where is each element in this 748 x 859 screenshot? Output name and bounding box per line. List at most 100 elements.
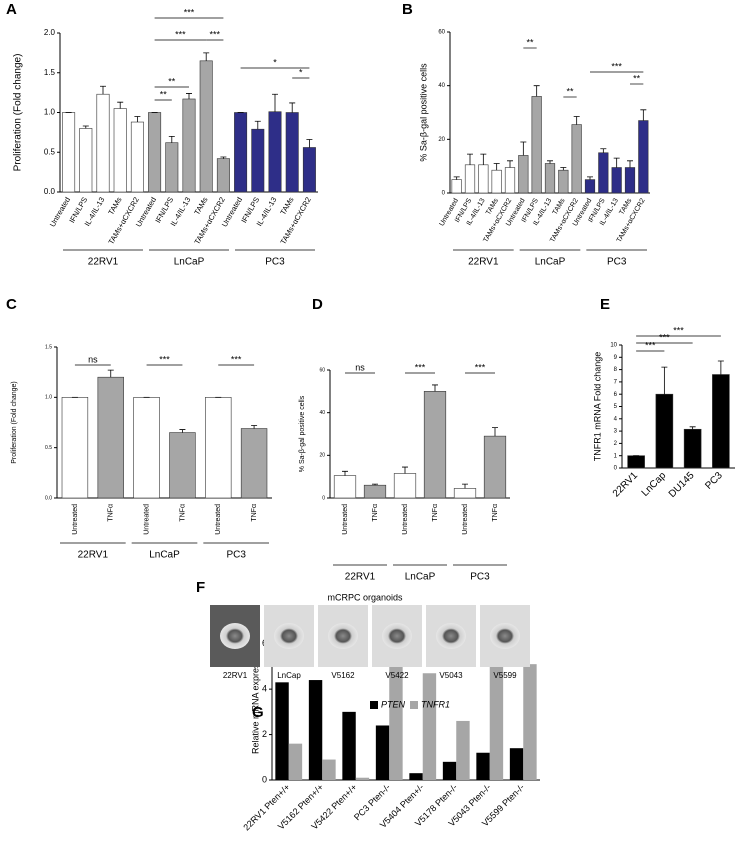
y-tick-label: 0.5 <box>44 147 56 156</box>
panel-label: B <box>402 1 413 18</box>
x-tick-label: Untreated <box>215 504 222 535</box>
y-tick-label: 0 <box>442 191 446 197</box>
bar <box>302 147 316 193</box>
bar <box>251 128 265 193</box>
error-bar <box>432 384 438 392</box>
bar <box>375 725 390 780</box>
bar <box>234 112 248 193</box>
bar <box>584 179 596 194</box>
error-bar <box>533 85 540 97</box>
error-bar <box>560 167 567 171</box>
error-bar <box>179 429 186 433</box>
error-bar <box>203 52 210 61</box>
error-bar <box>462 483 468 489</box>
bar <box>169 432 196 499</box>
error-bar <box>289 102 296 113</box>
x-tick-label: Untreated <box>72 504 79 535</box>
legend-swatch <box>370 701 378 709</box>
significance-label: ns <box>88 354 98 364</box>
significance-label: * <box>299 67 303 77</box>
x-tick-label: Untreated <box>462 504 469 535</box>
bar <box>638 120 649 194</box>
error-bar <box>306 139 313 148</box>
group-label: 22RV1 <box>345 572 376 583</box>
y-tick-label: 4 <box>262 684 267 694</box>
bar <box>216 158 230 193</box>
bar <box>478 164 489 194</box>
significance-label: *** <box>184 7 195 17</box>
significance-label: *** <box>673 325 684 335</box>
error-bar <box>107 369 114 378</box>
organoid <box>274 623 304 649</box>
group-label: LnCaP <box>405 572 436 583</box>
error-bar <box>372 483 378 486</box>
bar <box>423 391 447 499</box>
error-bar <box>186 93 192 99</box>
y-tick-label: 1 <box>614 453 618 459</box>
x-tick-label: TNFα <box>179 504 186 522</box>
bar <box>504 167 516 194</box>
y-tick-label: 1.0 <box>44 108 56 117</box>
error-bar <box>661 366 668 395</box>
bar <box>409 773 423 780</box>
y-axis-label: Proliferation (Fold change) <box>13 54 24 172</box>
x-tick-label: Untreated <box>48 195 72 228</box>
bar <box>712 374 730 469</box>
error-bar <box>627 160 633 168</box>
group-label: 22RV1 <box>468 257 499 268</box>
bar <box>683 428 702 469</box>
bar <box>322 759 336 780</box>
y-axis-label: % Sa-β-gal positive cells <box>299 395 306 472</box>
bar <box>611 167 622 194</box>
error-bar <box>82 125 89 129</box>
x-tick-label: TAMs <box>192 195 209 216</box>
bar <box>240 428 268 499</box>
bar <box>422 673 437 780</box>
y-tick-label: 1.5 <box>44 68 56 77</box>
bar <box>598 152 609 194</box>
figure-title: mCRPC organoids <box>327 592 403 602</box>
bar <box>96 93 110 193</box>
y-tick-label: 10 <box>610 343 617 349</box>
bar <box>285 112 299 193</box>
x-tick-label: Untreated <box>402 504 409 535</box>
y-tick-label: 2 <box>614 441 618 447</box>
panel-label: G <box>252 704 264 721</box>
error-bar <box>453 176 460 180</box>
bar <box>544 163 556 194</box>
organoid <box>490 623 520 649</box>
panel-label: E <box>600 296 610 313</box>
image-label: LnCap <box>277 671 301 680</box>
error-bar <box>507 160 513 168</box>
significance-label: *** <box>210 29 221 39</box>
error-bar <box>587 176 593 180</box>
x-tick-label: PC3 <box>703 470 725 492</box>
y-tick-label: 8 <box>614 367 618 373</box>
x-tick-label: TNFα <box>372 504 379 522</box>
x-tick-label: Untreated <box>143 504 150 535</box>
panel-label: D <box>312 296 323 313</box>
y-tick-label: 40 <box>319 410 325 416</box>
y-tick-label: 6 <box>614 392 618 398</box>
error-bar <box>600 148 607 153</box>
bar <box>308 680 323 780</box>
y-tick-label: 60 <box>319 367 325 373</box>
error-bar <box>251 425 258 429</box>
error-bar <box>492 427 498 437</box>
error-bar <box>134 116 141 123</box>
error-bar <box>717 360 724 375</box>
group-label: PC3 <box>607 257 627 268</box>
group-label: 22RV1 <box>88 257 119 268</box>
group-label: LnCaP <box>149 550 180 561</box>
x-tick-label: 22RV1 <box>611 470 641 500</box>
x-tick-label: Untreated <box>342 504 349 535</box>
error-bar <box>254 120 261 130</box>
bar <box>451 179 462 194</box>
x-tick-label: TAMs <box>106 195 123 216</box>
y-tick-label: 5 <box>614 404 618 410</box>
bar <box>558 169 569 194</box>
bar <box>489 648 504 780</box>
error-bar <box>402 466 408 474</box>
significance-label: *** <box>175 29 186 39</box>
